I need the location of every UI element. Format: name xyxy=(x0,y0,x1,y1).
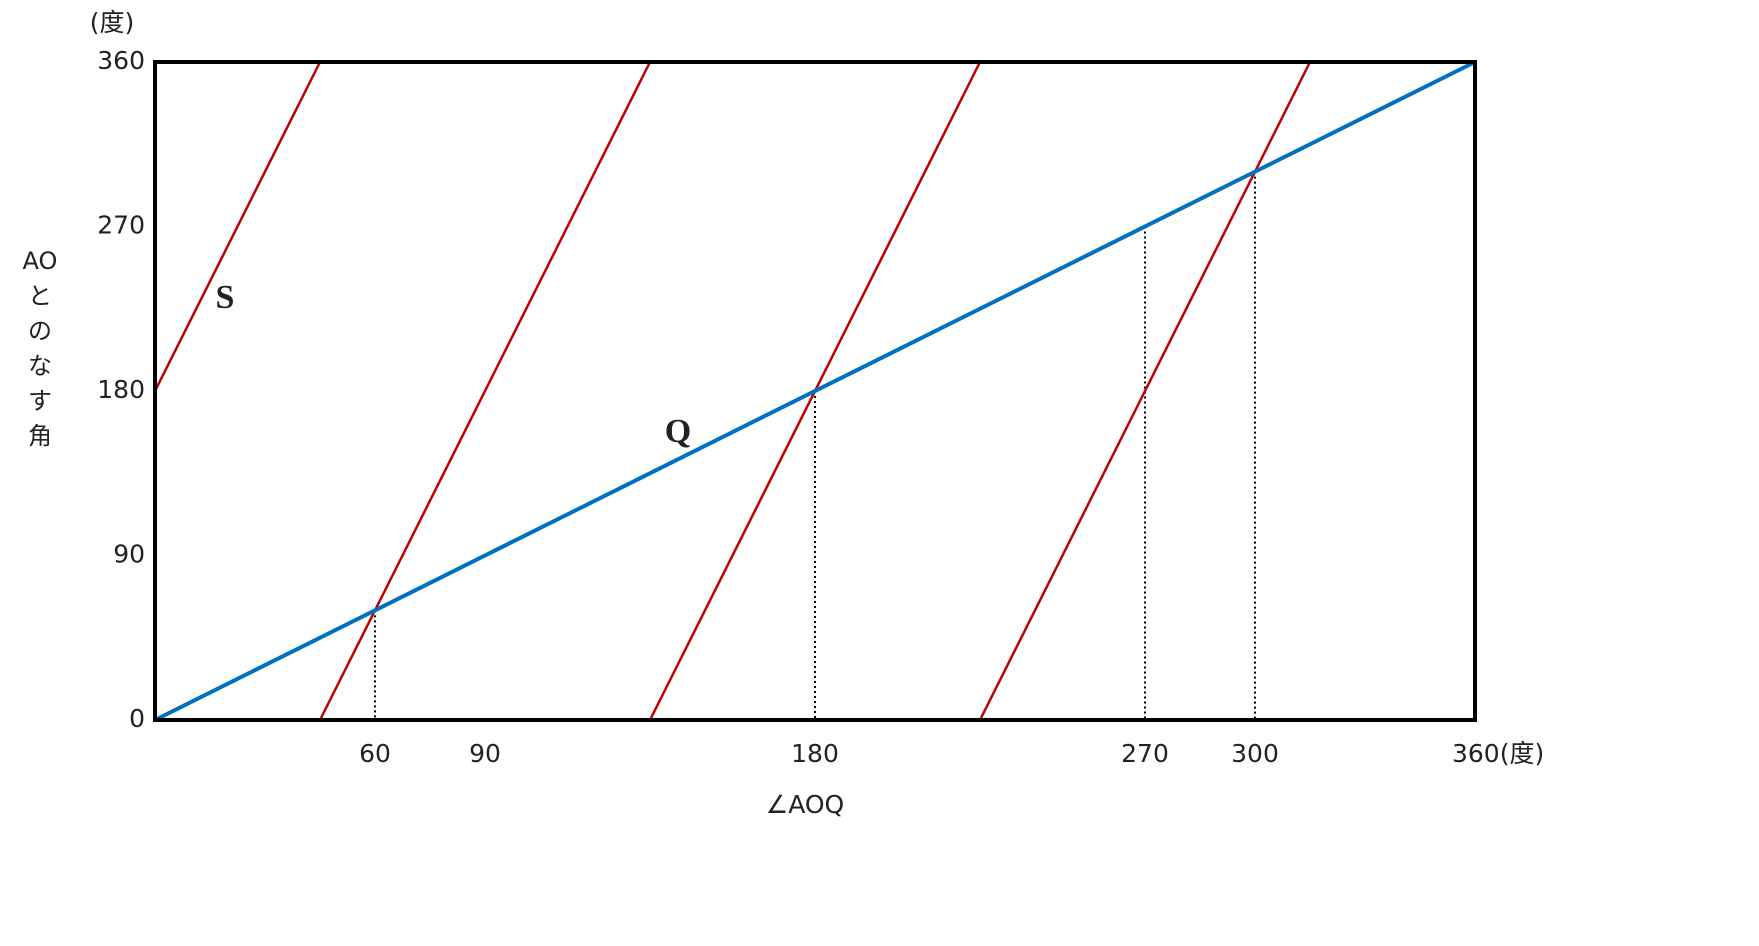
x-tick-label: 360(度) xyxy=(1452,739,1544,768)
y-tick-label: 0 xyxy=(129,704,145,733)
y-axis-label: AOとのなす角 xyxy=(22,247,58,450)
x-tick-label: 60 xyxy=(359,739,391,768)
y-tick-label: 270 xyxy=(97,211,145,240)
series-label: S xyxy=(216,279,235,316)
y-tick-label: 90 xyxy=(113,540,145,569)
x-tick-label: 180 xyxy=(791,739,839,768)
y-tick-label: 180 xyxy=(97,375,145,404)
series-line xyxy=(154,60,1476,722)
x-tick-label: 90 xyxy=(469,739,501,768)
series-line xyxy=(153,61,1312,721)
plot-frame xyxy=(153,60,1477,722)
y-tick-label: 360 xyxy=(97,46,145,75)
series-label: Q xyxy=(665,413,691,450)
x-axis-label: ∠AOQ xyxy=(766,790,844,819)
y-unit: (度) xyxy=(90,8,135,37)
x-tick-label: 300 xyxy=(1231,739,1279,768)
x-tick-label: 270 xyxy=(1121,739,1169,768)
